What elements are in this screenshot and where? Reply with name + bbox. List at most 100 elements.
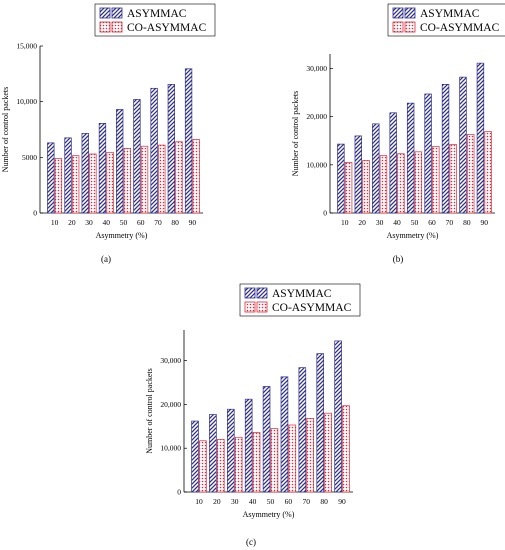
y-tick-label: 15,000	[16, 42, 37, 51]
bar-asymmac	[441, 84, 450, 214]
y-tick-label: 30,000	[306, 64, 327, 73]
legend-swatch	[404, 7, 416, 19]
legend-swatch	[392, 7, 404, 19]
bar-asymmac	[184, 68, 193, 214]
legend-label: ASYMMAC	[127, 8, 187, 20]
x-tick-label: 40	[393, 218, 401, 227]
x-tick-label: 50	[267, 497, 275, 506]
x-tick-label: 40	[249, 497, 257, 506]
x-tick-label: 60	[285, 497, 293, 506]
legend-swatch	[111, 7, 123, 19]
legend: ASYMMAC CO-ASYMMAC	[387, 3, 505, 37]
legend-swatch	[256, 287, 268, 299]
bar-asymmac	[406, 102, 415, 214]
x-tick-label: 50	[120, 218, 128, 227]
bar-asymmac	[459, 76, 467, 214]
legend-swatch	[256, 301, 268, 313]
y-tick-label: 0	[323, 209, 327, 218]
x-tick-label: 20	[358, 218, 366, 227]
bar-co-asymmac	[288, 424, 297, 493]
bar-asymmac	[244, 398, 253, 493]
y-tick-label: 5000	[22, 153, 37, 162]
bar-asymmac	[334, 340, 342, 493]
bar-co-asymmac	[306, 418, 315, 493]
bar-co-asymmac	[175, 141, 183, 214]
bar-co-asymmac	[432, 146, 440, 214]
panel-caption: (b)	[393, 254, 404, 264]
bar-asymmac	[167, 84, 176, 214]
bar-asymmac	[354, 135, 363, 214]
bar-co-asymmac	[234, 436, 243, 493]
bar-asymmac	[337, 143, 345, 214]
bar-asymmac	[262, 386, 271, 493]
x-tick-label: 30	[376, 218, 384, 227]
y-tick-label: 0	[33, 209, 37, 218]
bar-asymmac	[280, 376, 289, 493]
x-tick-label: 60	[428, 218, 436, 227]
bar-co-asymmac	[270, 428, 279, 493]
y-axis-label: Number of control packets	[145, 368, 154, 454]
legend-swatch	[244, 287, 256, 299]
x-tick-label: 80	[320, 497, 328, 506]
x-tick-label: 20	[68, 218, 76, 227]
legend-swatch	[404, 21, 416, 33]
bar-co-asymmac	[252, 432, 261, 493]
x-tick-label: 70	[446, 218, 454, 227]
bar-asymmac	[191, 420, 199, 493]
y-axis-label: Number of control packets	[1, 87, 10, 173]
bar-asymmac	[424, 93, 432, 214]
legend-swatch	[392, 21, 404, 33]
bar-co-asymmac	[342, 405, 350, 493]
bar-asymmac	[389, 112, 397, 214]
y-tick-label: 30,000	[160, 356, 181, 365]
bar-asymmac	[98, 123, 107, 214]
bar-co-asymmac	[379, 155, 388, 214]
bar-co-asymmac	[158, 144, 166, 214]
legend-swatch	[99, 7, 111, 19]
bar-co-asymmac	[71, 155, 80, 214]
bar-asymmac	[226, 408, 235, 493]
bar-co-asymmac	[484, 131, 492, 214]
bar-co-asymmac	[89, 153, 97, 214]
bar-co-asymmac	[449, 144, 457, 214]
bar-asymmac	[47, 142, 55, 214]
chart-panel: ASYMMAC CO-ASYMMAC 0 10,000 20,000 30,000 10 20…	[291, 3, 505, 264]
bar-co-asymmac	[397, 153, 405, 214]
x-tick-label: 80	[463, 218, 471, 227]
y-tick-label: 0	[177, 488, 181, 497]
legend-swatch	[111, 21, 123, 33]
y-tick-label: 10,000	[160, 444, 181, 453]
chart-panel: ASYMMAC CO-ASYMMAC 0 10,000 20,000 30,000 10 20…	[145, 283, 361, 547]
x-tick-label: 90	[189, 218, 197, 227]
y-axis-label: Number of control packets	[291, 91, 300, 177]
x-tick-label: 30	[231, 497, 239, 506]
x-tick-label: 70	[154, 218, 162, 227]
y-tick-label: 10,000	[306, 160, 327, 169]
bar-co-asymmac	[216, 439, 225, 493]
legend-label: ASYMMAC	[272, 288, 332, 300]
bar-co-asymmac	[344, 162, 353, 214]
x-axis-label: Asymmetry (%)	[96, 231, 148, 240]
legend-label: CO-ASYMMAC	[420, 22, 500, 34]
panel-caption: (c)	[246, 537, 256, 547]
bar-co-asymmac	[54, 158, 63, 214]
legend-swatch	[244, 301, 256, 313]
bar-asymmac	[150, 87, 158, 214]
x-tick-label: 90	[481, 218, 489, 227]
x-tick-label: 90	[338, 497, 346, 506]
bar-co-asymmac	[414, 151, 423, 214]
bar-co-asymmac	[199, 440, 207, 493]
bar-co-asymmac	[466, 134, 475, 214]
x-tick-label: 20	[213, 497, 221, 506]
x-axis-label: Asymmetry (%)	[243, 510, 295, 519]
legend-label: CO-ASYMMAC	[272, 302, 352, 314]
x-tick-label: 10	[341, 218, 349, 227]
bar-asymmac	[476, 62, 485, 214]
x-tick-label: 10	[195, 497, 203, 506]
bar-co-asymmac	[106, 151, 114, 214]
bar-asymmac	[81, 133, 89, 214]
bar-co-asymmac	[123, 148, 131, 214]
bar-co-asymmac	[362, 160, 370, 214]
panel-caption: (a)	[101, 254, 111, 264]
